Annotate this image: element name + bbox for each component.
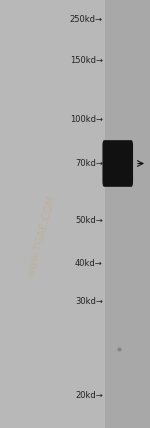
FancyBboxPatch shape [102, 140, 133, 187]
Text: 20kd→: 20kd→ [75, 391, 103, 401]
Text: 40kd→: 40kd→ [75, 259, 103, 268]
Text: 250kd→: 250kd→ [70, 15, 103, 24]
Text: 150kd→: 150kd→ [70, 56, 103, 65]
Text: 70kd→: 70kd→ [75, 159, 103, 168]
Text: 50kd→: 50kd→ [75, 216, 103, 225]
Text: 100kd→: 100kd→ [70, 115, 103, 125]
Bar [105, 0, 150, 428]
Text: 30kd→: 30kd→ [75, 297, 103, 306]
Text: www.TGAE.COM: www.TGAE.COM [26, 193, 58, 277]
